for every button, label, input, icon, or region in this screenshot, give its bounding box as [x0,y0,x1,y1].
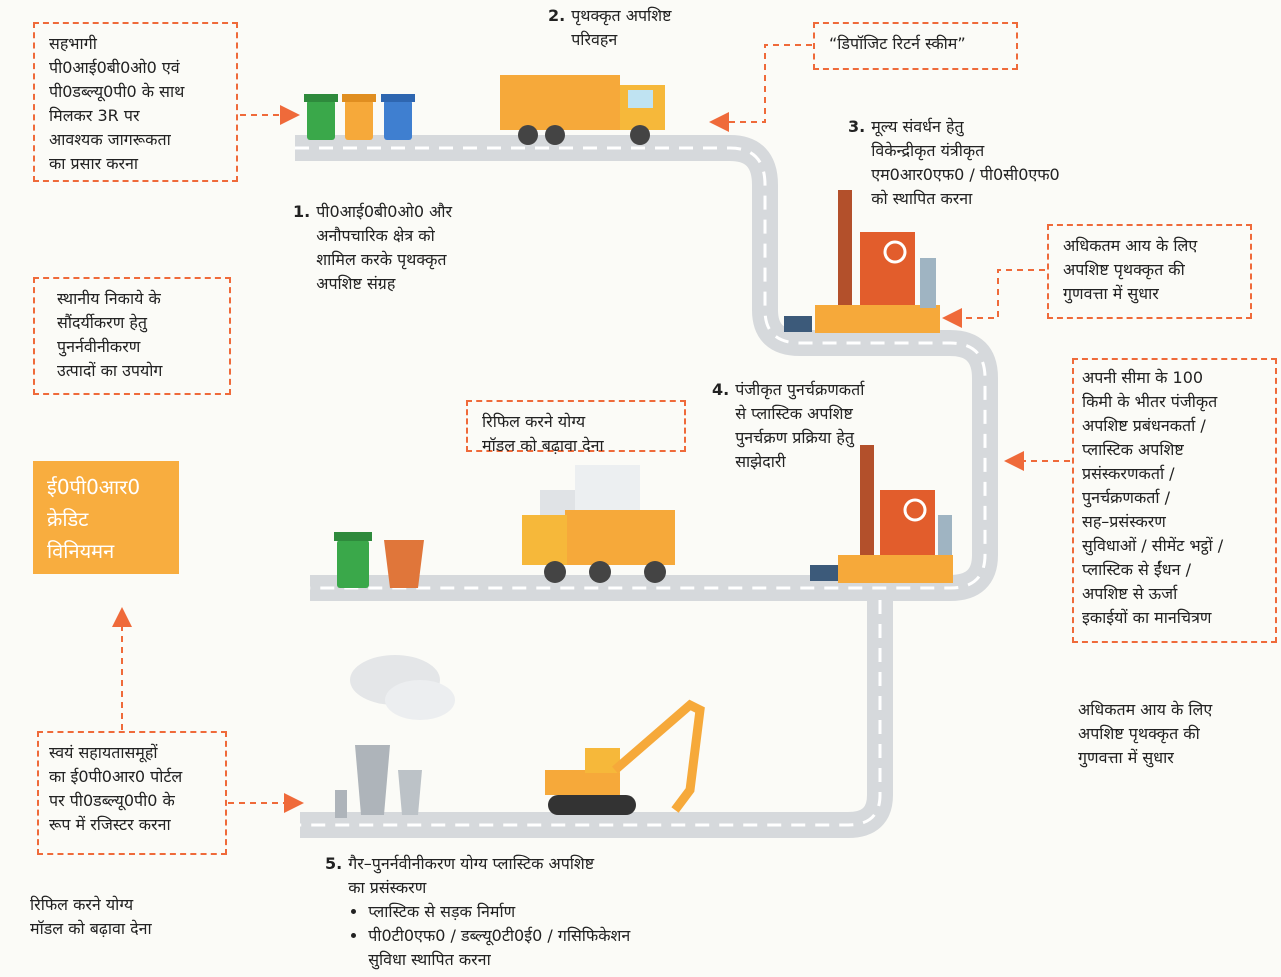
text-line: पंजीकृत पुनर्चक्रणकर्ता [735,378,864,402]
text-line: सौंदर्यीकरण हेतु [57,311,215,335]
text-line: मिलकर 3R पर [49,104,222,128]
step-number: 4. [712,378,729,474]
text-line: गैर–पुनर्नवीनीकरण योग्य प्लास्टिक अपशिष्… [348,852,630,876]
text-line: शामिल करके पृथक्कृत [316,248,452,272]
step-number: 1. [293,200,310,296]
factory [784,190,940,333]
text-line: रिफिल करने योग्य [30,893,152,917]
step-number: 3. [848,115,865,211]
text-line: पी0डब्ल्यू0पी0 के साथ [49,80,222,104]
text-line: रूप में रजिस्टर करना [49,813,211,837]
text-line: पृथक्कृत अपशिष्ट [571,4,671,28]
text-line: अपशिष्ट से ऊर्जा [1082,582,1267,606]
text-line: प्लास्टिक अपशिष्ट [1082,438,1267,462]
text-line: अपशिष्ट पृथक्कृत की [1063,258,1236,282]
text-line: पी0आई0बी0ओ0 और [316,200,452,224]
text-line: को स्थापित करना [871,187,1060,211]
text-line: आवश्यक जागरूकता [49,128,222,152]
step-text: गैर–पुनर्नवीनीकरण योग्य प्लास्टिक अपशिष्… [348,852,630,972]
text-line: अपशिष्ट प्रबंधनकर्ता / [1082,414,1267,438]
callout: सहभागीपी0आई0बी0ओ0 एवंपी0डब्ल्यू0पी0 के स… [33,22,238,182]
text-line: प्रसंस्करणकर्ता / [1082,462,1267,486]
text-line: साझेदारी [735,450,864,474]
callout: “डिपॉजिट रिटर्न स्कीम” [813,22,1018,70]
text-line: किमी के भीतर पंजीकृत [1082,390,1267,414]
text-line: पी0आई0बी0ओ0 एवं [49,56,222,80]
text-line: पुनर्नवीनीकरण [57,335,215,359]
page: 1.पी0आई0बी0ओ0 औरअनौपचारिक क्षेत्र कोशामि… [0,0,1281,977]
bins [304,94,415,140]
text-line: स्थानीय निकाये के [57,287,215,311]
text-line: पर पी0डब्ल्यू0पी0 के [49,789,211,813]
bullet: पी0टी0एफ0 / डब्ल्यू0टी0ई0 / गसिफिकेशनसुव… [368,924,630,972]
text-line: ई0पी0आर0 [47,471,165,503]
step-number: 2. [548,4,565,52]
bullet-list: प्लास्टिक से सड़क निर्माणपी0टी0एफ0 / डब्… [348,900,630,972]
text-line: मॉडल को बढ़ावा देना [30,917,152,941]
text-line: मूल्य संवर्धन हेतु [871,115,1060,139]
callout: स्थानीय निकाये केसौंदर्यीकरण हेतुपुनर्नव… [33,277,231,395]
text-line: गुणवत्ता में सुधार [1063,282,1236,306]
text-line: गुणवत्ता में सुधार [1078,746,1212,770]
text-line: अधिकतम आय के लिए [1063,234,1236,258]
text-line: से प्लास्टिक अपशिष्ट [735,402,864,426]
text-line: प्लास्टिक से सड़क निर्माण [368,900,630,924]
step: 5.गैर–पुनर्नवीनीकरण योग्य प्लास्टिक अपशि… [325,852,630,972]
step: 3.मूल्य संवर्धन हेतुविकेन्द्रीकृत यंत्री… [848,115,1060,211]
text-line: अपनी सीमा के 100 [1082,366,1267,390]
step-text: मूल्य संवर्धन हेतुविकेन्द्रीकृत यंत्रीकृ… [871,115,1060,211]
text-line: अपशिष्ट पृथक्कृत की [1078,722,1212,746]
text-line: अपशिष्ट संग्रह [316,272,452,296]
text-line: “डिपॉजिट रिटर्न स्कीम” [829,32,1002,56]
text-line: पुनर्चक्रणकर्ता / [1082,486,1267,510]
text-line: क्रेडिट [47,503,165,535]
text-line: सुविधा स्थापित करना [368,948,630,972]
text-line: विनियमन [47,535,165,567]
text-line: प्लास्टिक से ईंधन / [1082,558,1267,582]
power-plant [335,655,455,818]
text-line: सह–प्रसंस्करण [1082,510,1267,534]
text-line: परिवहन [571,28,671,52]
step-text: पंजीकृत पुनर्चक्रणकर्तासे प्लास्टिक अपशि… [735,378,864,474]
text-line: का प्रसंस्करण [348,876,630,900]
step: 4.पंजीकृत पुनर्चक्रणकर्तासे प्लास्टिक अप… [712,378,864,474]
bullet: प्लास्टिक से सड़क निर्माण [368,900,630,924]
step-number: 5. [325,852,342,972]
text-line: पी0टी0एफ0 / डब्ल्यू0टी0ई0 / गसिफिकेशन [368,924,630,948]
text-line: इकाईयों का मानचित्रण [1082,606,1267,630]
text-line: पुनर्चक्रण प्रक्रिया हेतु [735,426,864,450]
text-line: अनौपचारिक क्षेत्र को [316,224,452,248]
excavator [545,705,700,815]
garbage-truck [500,75,665,145]
text-line: स्वयं सहायतासमूहों [49,741,211,765]
text-line: अधिकतम आय के लिए [1078,698,1212,722]
text-line: एम0आर0एफ0 / पी0सी0एफ0 [871,163,1060,187]
text-line: उत्पादों का उपयोग [57,359,215,383]
text-line: का प्रसार करना [49,152,222,176]
text-line: मॉडल को बढ़ावा देना [482,434,670,458]
text-line: रिफिल करने योग्य [482,410,670,434]
text-line: सहभागी [49,32,222,56]
dump-truck [522,465,675,583]
text-line: सुविधाओं / सीमेंट भट्ठों / [1082,534,1267,558]
text-line: विकेन्द्रीकृत यंत्रीकृत [871,139,1060,163]
text-line: का ई0पी0आर0 पोर्टल [49,765,211,789]
